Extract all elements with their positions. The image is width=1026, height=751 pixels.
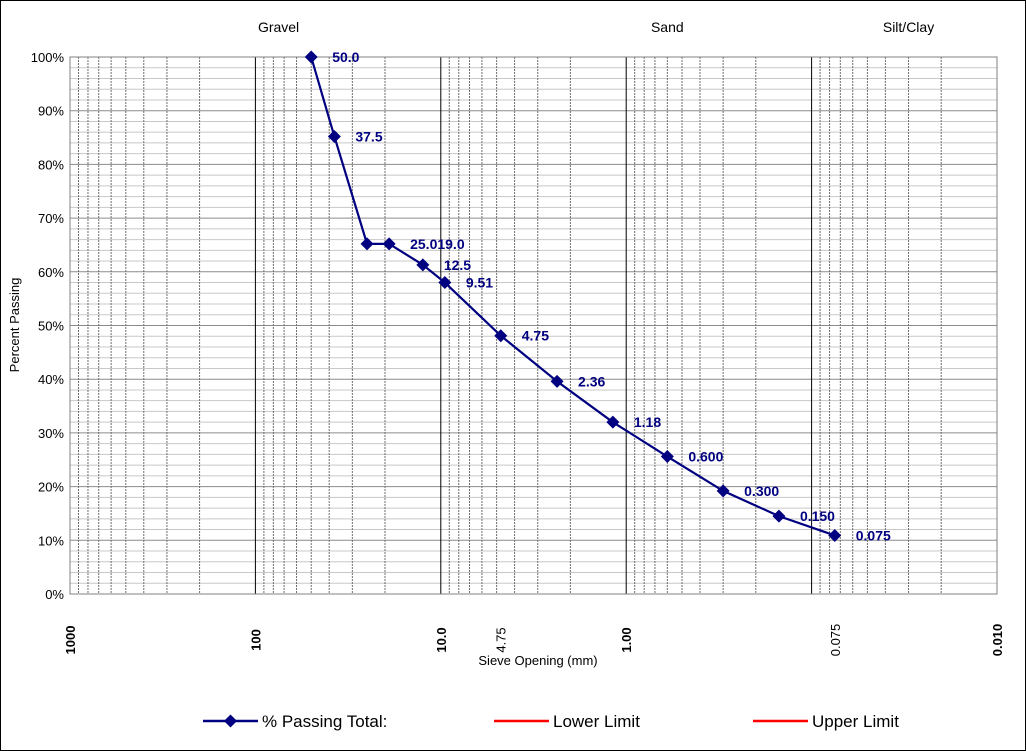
data-point-marker <box>438 276 452 290</box>
y-tick-label: 90% <box>38 104 64 119</box>
legend: % Passing Total: Lower Limit Upper Limit <box>203 712 899 731</box>
x-tick-label: 100 <box>248 629 263 651</box>
point-labels: 50.0 37.5 25.019.0 12.5 9.51 4.75 2.36 1.18 0.60… <box>332 49 891 543</box>
data-point-marker <box>416 258 430 272</box>
y-tick-label: 50% <box>38 319 64 334</box>
x-axis-label: Sieve Opening (mm) <box>478 653 597 668</box>
series-layer <box>304 50 842 542</box>
x-tick-label: 0.010 <box>990 624 1005 657</box>
legend-label: Lower Limit <box>553 712 640 731</box>
x-tick-labels: 1000 100 10.0 4.75 1.00 0.075 0.010 <box>63 624 1005 657</box>
x-tick-label: 1.00 <box>619 627 634 652</box>
plot-area-border <box>69 56 998 595</box>
data-point-marker <box>772 509 786 523</box>
zone-label: Sand <box>651 19 684 35</box>
y-tick-labels: 0% 10% 20% 30% 40% 50% 60% 70% 80% 90% 100% <box>31 50 65 602</box>
x-tick-label: 1000 <box>63 626 78 655</box>
legend-item: % Passing Total: <box>203 712 387 731</box>
data-point-label: 2.36 <box>578 373 605 389</box>
data-point-label: 25.019.0 <box>410 236 465 252</box>
y-tick-label: 100% <box>31 50 65 65</box>
data-point-label: 0.300 <box>744 483 779 499</box>
legend-item: Lower Limit <box>494 712 640 731</box>
data-point-marker <box>550 374 564 388</box>
horizontal-gridlines <box>70 67 997 584</box>
data-point-marker <box>494 329 508 343</box>
data-point-marker <box>382 237 396 251</box>
data-point-label: 0.075 <box>856 527 891 543</box>
data-point-label: 37.5 <box>355 128 382 144</box>
x-tick-label: 10.0 <box>434 627 449 652</box>
vertical-gridlines <box>77 57 942 594</box>
zone-labels: Gravel Sand Silt/Clay <box>258 19 934 35</box>
y-tick-label: 40% <box>38 372 64 387</box>
data-point-marker <box>716 484 730 498</box>
data-point-label: 0.150 <box>800 508 835 524</box>
data-point-marker <box>304 50 318 64</box>
data-point-marker <box>360 237 374 251</box>
y-tick-label: 60% <box>38 265 64 280</box>
y-axis-label: Percent Passing <box>7 278 22 373</box>
data-point-label: 9.51 <box>466 275 493 291</box>
legend-label: Upper Limit <box>812 712 899 731</box>
y-tick-label: 30% <box>38 426 64 441</box>
legend-label: % Passing Total: <box>262 712 387 731</box>
y-tick-label: 70% <box>38 211 64 226</box>
zone-label: Gravel <box>258 19 299 35</box>
x-tick-label: 0.075 <box>828 624 843 657</box>
legend-marker <box>224 714 237 728</box>
x-tick-label: 4.75 <box>494 627 509 652</box>
zone-label: Silt/Clay <box>883 19 934 35</box>
data-point-label: 4.75 <box>522 328 549 344</box>
y-tick-label: 10% <box>38 533 64 548</box>
data-point-marker <box>606 415 620 429</box>
data-point-label: 0.600 <box>688 449 723 465</box>
data-point-label: 1.18 <box>634 414 661 430</box>
y-tick-label: 80% <box>38 157 64 172</box>
data-point-marker <box>660 450 674 464</box>
data-point-marker <box>828 528 842 542</box>
data-point-label: 50.0 <box>332 49 359 65</box>
data-point-label: 12.5 <box>444 257 471 273</box>
y-tick-label: 0% <box>45 587 64 602</box>
y-tick-label: 20% <box>38 480 64 495</box>
data-point-marker <box>327 129 341 143</box>
legend-item: Upper Limit <box>753 712 899 731</box>
